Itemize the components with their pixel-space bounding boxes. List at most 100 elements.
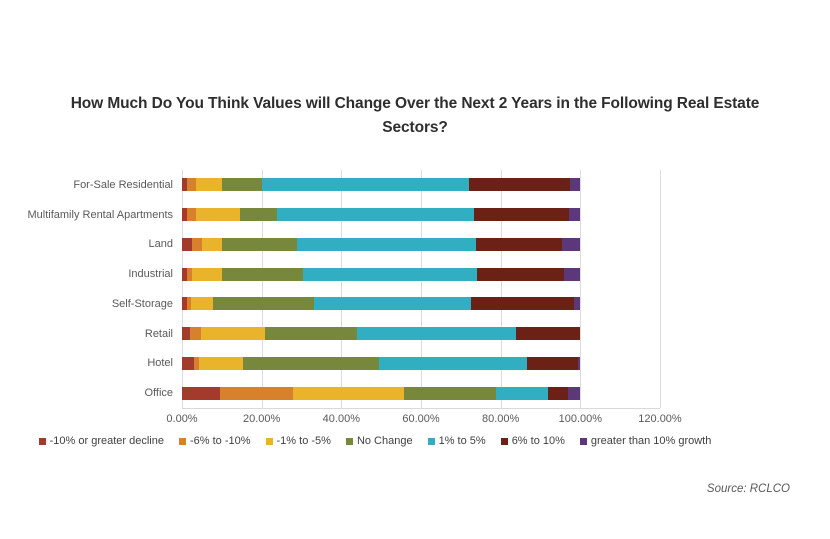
legend-label: -1% to -5% (276, 435, 331, 447)
bar-segment (356, 327, 517, 341)
legend-swatch-icon (178, 437, 186, 445)
bar-segment (187, 267, 193, 281)
bar-segment (196, 208, 240, 222)
bar-segment (564, 267, 581, 281)
legend: -10% or greater decline -6% to -10% -1% to… (0, 435, 750, 447)
legend-swatch-icon (265, 437, 273, 445)
bar-segment (262, 178, 470, 192)
bar-track (182, 297, 660, 311)
bar-track (182, 386, 660, 400)
bar-segment (182, 178, 188, 192)
legend-item: 1% to 5% (427, 435, 486, 447)
bar-segment (182, 356, 194, 370)
legend-item: 6% to 10% (500, 435, 565, 447)
bar-segment (293, 386, 405, 400)
bar-segment (473, 208, 569, 222)
x-tick-label: 0.00% (166, 413, 198, 425)
x-tick-label: 60.00% (402, 413, 440, 425)
legend-swatch-icon (345, 437, 353, 445)
bar-row: Multifamily Rental Apartments (0, 200, 660, 230)
bar-segment (477, 267, 565, 281)
bar-segment (277, 208, 474, 222)
category-label: Office (144, 387, 173, 400)
legend-label: -6% to -10% (189, 435, 251, 447)
x-tick-label: 40.00% (322, 413, 360, 425)
source-note: Source: RCLCO (706, 483, 790, 495)
bar-segment (196, 178, 223, 192)
x-tick-label: 80.00% (482, 413, 520, 425)
bar-segment (182, 237, 192, 251)
legend-item: -6% to -10% (178, 435, 251, 447)
category-label: For-Sale Residential (73, 178, 173, 191)
category-label: Multifamily Rental Apartments (27, 208, 174, 221)
bar-segment (189, 327, 202, 341)
gridline (580, 170, 582, 408)
bar-segment (191, 237, 202, 251)
gridline (341, 170, 343, 408)
bar-track (182, 178, 660, 192)
bar-segment (527, 356, 579, 370)
bar-segment (471, 297, 574, 311)
legend-label: No Change (356, 435, 413, 447)
gridline (182, 170, 183, 408)
bar-segment (182, 327, 190, 341)
bar-segment (182, 208, 188, 222)
bar-track (182, 356, 660, 370)
bar-segment (573, 297, 581, 311)
bar-segment (222, 178, 263, 192)
bar-segment (561, 237, 581, 251)
chart-title: How Much Do You Think Values will Change… (70, 95, 760, 137)
bar-segment (222, 267, 304, 281)
bar-segment (182, 386, 220, 400)
x-tick-label: 100.00% (558, 413, 603, 425)
gridline (421, 170, 422, 408)
bar-segment (193, 356, 200, 370)
bar-segment (187, 178, 197, 192)
category-label: Hotel (147, 357, 173, 370)
bar-segment (187, 297, 192, 311)
x-axis: 0.00% 20.00% 40.00% 60.00% 80.00% 100.00% 120.… (166, 413, 681, 427)
bar-row: Office (0, 378, 660, 408)
bar-row: Hotel (0, 349, 660, 379)
legend-label: 6% to 10% (511, 435, 565, 447)
bar-segment (201, 327, 266, 341)
bar-segment (213, 297, 314, 311)
bar-segment (219, 386, 294, 400)
category-label: Industrial (128, 268, 173, 281)
bar-segment (191, 297, 214, 311)
bar-segment (516, 327, 581, 341)
bar-segment (187, 208, 197, 222)
bar-segment (182, 297, 188, 311)
x-tick-label: 120.00% (638, 413, 682, 425)
plot-area: For-Sale Residential Multifamily Rental A… (0, 170, 661, 409)
bar-segment (568, 386, 581, 400)
legend-label: 1% to 5% (438, 435, 486, 447)
legend-label: greater than 10% growth (590, 435, 712, 447)
legend-swatch-icon (579, 437, 587, 445)
bar-track (182, 327, 660, 341)
legend-item: greater than 10% growth (579, 435, 712, 447)
bar-segment (239, 208, 278, 222)
x-tick-label: 20.00% (243, 413, 281, 425)
bar-segment (303, 267, 478, 281)
bar-segment (404, 386, 497, 400)
bar-segment (222, 237, 298, 251)
bar-row: For-Sale Residential (0, 170, 660, 200)
bar-track (182, 208, 660, 222)
bar-track (182, 267, 660, 281)
bar-segment (182, 267, 188, 281)
bar-row: Land (0, 230, 660, 260)
legend-item: -1% to -5% (265, 435, 331, 447)
bar-segment (192, 267, 223, 281)
bar-segment (265, 327, 357, 341)
bar-segment (496, 386, 549, 400)
legend-item: -10% or greater decline (38, 435, 164, 447)
bar-segment (569, 178, 581, 192)
legend-swatch-icon (427, 437, 435, 445)
bar-track (182, 237, 660, 251)
bar-segment (548, 386, 569, 400)
legend-swatch-icon (38, 437, 46, 445)
bar-row: Self-Storage (0, 289, 660, 319)
category-label: Land (148, 238, 173, 251)
